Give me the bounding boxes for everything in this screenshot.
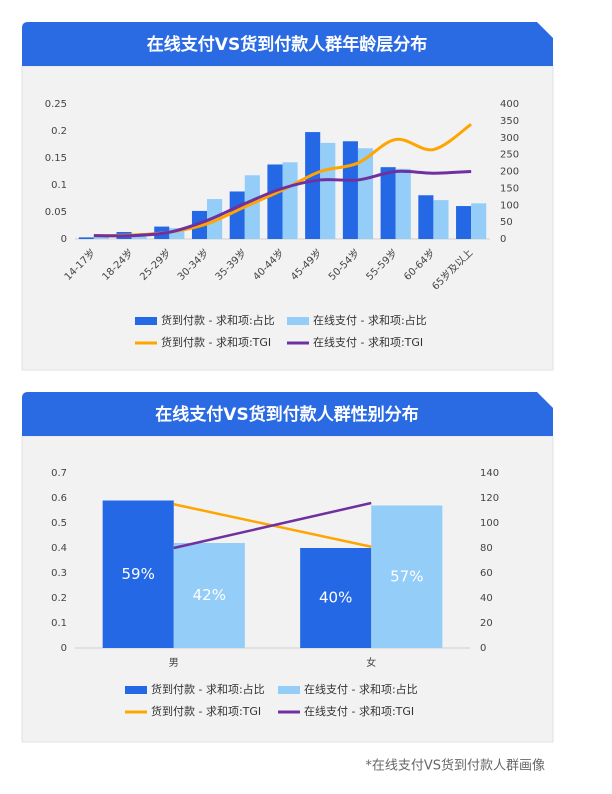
value-label: 59% bbox=[122, 565, 155, 583]
y-tick-label: 0.1 bbox=[51, 618, 67, 629]
bar bbox=[395, 168, 411, 239]
y2-tick-label: 100 bbox=[480, 518, 499, 529]
y2-tick-label: 120 bbox=[480, 493, 499, 504]
y-tick-label: 0.7 bbox=[51, 468, 67, 479]
value-label: 42% bbox=[193, 586, 226, 604]
x-tick-label: 女 bbox=[366, 656, 376, 669]
bar bbox=[244, 175, 260, 239]
y2-tick-label: 150 bbox=[500, 183, 519, 194]
card-header bbox=[22, 392, 553, 436]
y-tick-label: 0.2 bbox=[51, 593, 67, 604]
y-tick-label: 0.25 bbox=[45, 99, 67, 110]
bar bbox=[371, 505, 443, 648]
y-tick-label: 0.6 bbox=[51, 493, 67, 504]
x-tick-label: 男 bbox=[169, 657, 179, 669]
legend-label: 货到付款 - 求和项:占比 bbox=[161, 313, 275, 327]
y2-tick-label: 80 bbox=[480, 543, 493, 554]
line bbox=[173, 501, 372, 550]
y2-tick-label: 400 bbox=[500, 99, 519, 110]
bar bbox=[207, 199, 223, 239]
y-tick-label: 0.15 bbox=[45, 153, 67, 164]
bar bbox=[131, 234, 147, 239]
bar bbox=[93, 236, 109, 239]
y2-tick-label: 100 bbox=[500, 200, 519, 211]
bar bbox=[380, 167, 396, 239]
legend-swatch bbox=[287, 317, 309, 325]
y2-tick-label: 0 bbox=[480, 643, 486, 654]
bar bbox=[102, 500, 174, 648]
y2-tick-label: 350 bbox=[500, 116, 519, 127]
bar bbox=[418, 195, 434, 239]
bar bbox=[433, 200, 449, 239]
bar bbox=[357, 148, 374, 239]
bar bbox=[282, 162, 298, 239]
legend-swatch bbox=[135, 317, 157, 325]
y2-tick-label: 140 bbox=[480, 468, 499, 479]
y2-tick-label: 60 bbox=[480, 568, 493, 579]
y2-tick-label: 250 bbox=[500, 150, 519, 161]
bar bbox=[342, 141, 358, 239]
card-body bbox=[21, 435, 554, 743]
legend-label: 在线支付 - 求和项:占比 bbox=[313, 313, 427, 327]
bar bbox=[78, 237, 94, 239]
bar bbox=[305, 132, 321, 239]
legend-label: 在线支付 - 求和项:TGI bbox=[313, 335, 423, 349]
chart-title: 在线支付VS货到付款人群性别分布 bbox=[155, 404, 418, 425]
y-tick-label: 0 bbox=[61, 643, 67, 654]
bar bbox=[267, 164, 283, 239]
bar bbox=[300, 548, 372, 648]
y-tick-label: 0.2 bbox=[51, 126, 67, 137]
card-header bbox=[22, 22, 553, 66]
legend-label: 货到付款 - 求和项:占比 bbox=[151, 682, 265, 696]
legend-swatch bbox=[278, 686, 300, 694]
y-tick-label: 0.4 bbox=[51, 543, 67, 554]
legend-label: 货到付款 - 求和项:TGI bbox=[151, 704, 261, 718]
bar bbox=[169, 228, 185, 239]
legend-label: 在线支付 - 求和项:TGI bbox=[304, 704, 414, 718]
bar bbox=[471, 203, 487, 239]
bar bbox=[229, 191, 245, 239]
y-tick-label: 0 bbox=[61, 234, 67, 245]
footnote: *在线支付VS货到付款人群画像 bbox=[365, 758, 545, 774]
y2-tick-label: 20 bbox=[480, 618, 493, 629]
chart-title: 在线支付VS货到付款人群年龄层分布 bbox=[147, 34, 427, 55]
y-tick-label: 0.5 bbox=[51, 518, 67, 529]
legend-label: 货到付款 - 求和项:TGI bbox=[161, 335, 271, 349]
y-tick-label: 0.1 bbox=[51, 180, 67, 191]
bar bbox=[456, 206, 472, 239]
value-label: 57% bbox=[390, 567, 423, 585]
y-tick-label: 0.05 bbox=[45, 207, 67, 218]
y2-tick-label: 40 bbox=[480, 593, 493, 604]
value-label: 40% bbox=[319, 589, 352, 607]
y-tick-label: 0.3 bbox=[51, 568, 67, 579]
y2-tick-label: 300 bbox=[500, 133, 519, 144]
y2-tick-label: 200 bbox=[500, 167, 519, 178]
bar bbox=[320, 142, 336, 239]
legend-label: 在线支付 - 求和项:占比 bbox=[304, 682, 418, 696]
legend-swatch bbox=[125, 686, 147, 694]
y2-tick-label: 0 bbox=[500, 234, 506, 245]
bar bbox=[173, 543, 245, 648]
y2-tick-label: 50 bbox=[500, 217, 513, 228]
line bbox=[93, 169, 472, 238]
